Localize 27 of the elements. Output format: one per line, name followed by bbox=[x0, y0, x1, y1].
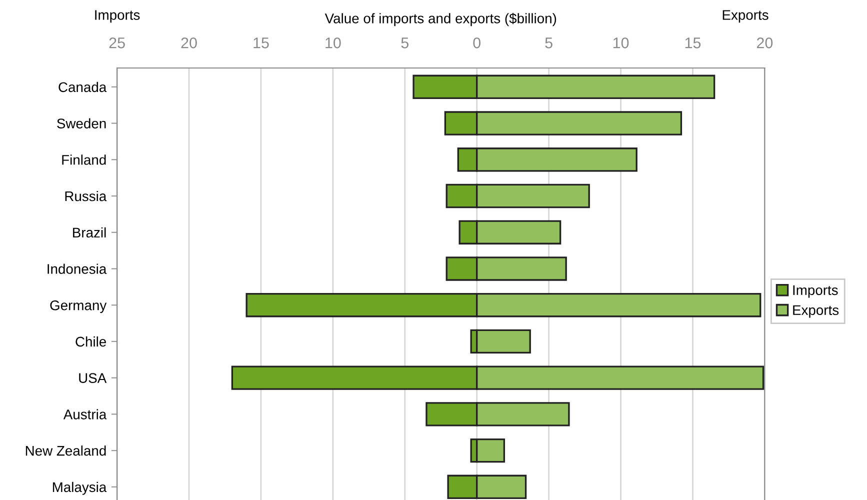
y-tick-label: New Zealand bbox=[26, 446, 106, 456]
legend-label: Imports bbox=[793, 285, 838, 298]
x-tick-label: 20 bbox=[181, 37, 197, 48]
y-tick-label: Chile bbox=[76, 336, 106, 347]
y-tick-label: Canada bbox=[58, 82, 107, 92]
y-tick-label: Sweden bbox=[57, 118, 106, 128]
y-tick-label: Germany bbox=[50, 300, 107, 314]
y-tick-label: Malaysia bbox=[52, 482, 107, 495]
x-axis-title: Value of imports and exports ($billion) bbox=[324, 12, 556, 26]
y-tick-label: Brazil bbox=[73, 227, 106, 238]
x-tick-label: 20 bbox=[756, 37, 773, 48]
x-tick-label: 5 bbox=[545, 38, 552, 48]
y-tick-label: Russia bbox=[65, 190, 107, 202]
x-tick-label: 5 bbox=[401, 38, 408, 48]
x-tick-label: 10 bbox=[613, 37, 629, 48]
y-tick-label: USA bbox=[79, 373, 107, 383]
legend-label: Exports bbox=[793, 305, 839, 318]
x-tick-label: 0 bbox=[473, 37, 480, 48]
x-tick-label: 15 bbox=[685, 38, 701, 48]
x-tick-label: 15 bbox=[254, 38, 269, 48]
text: Exports bbox=[722, 10, 768, 23]
y-tick-label: Austria bbox=[63, 409, 107, 420]
x-tick-label: 25 bbox=[109, 37, 125, 48]
text: Imports bbox=[95, 10, 140, 23]
y-tick-label: Indonesia bbox=[48, 264, 107, 274]
y-tick-label: Finland bbox=[62, 154, 106, 165]
x-tick-label: 10 bbox=[326, 37, 341, 48]
